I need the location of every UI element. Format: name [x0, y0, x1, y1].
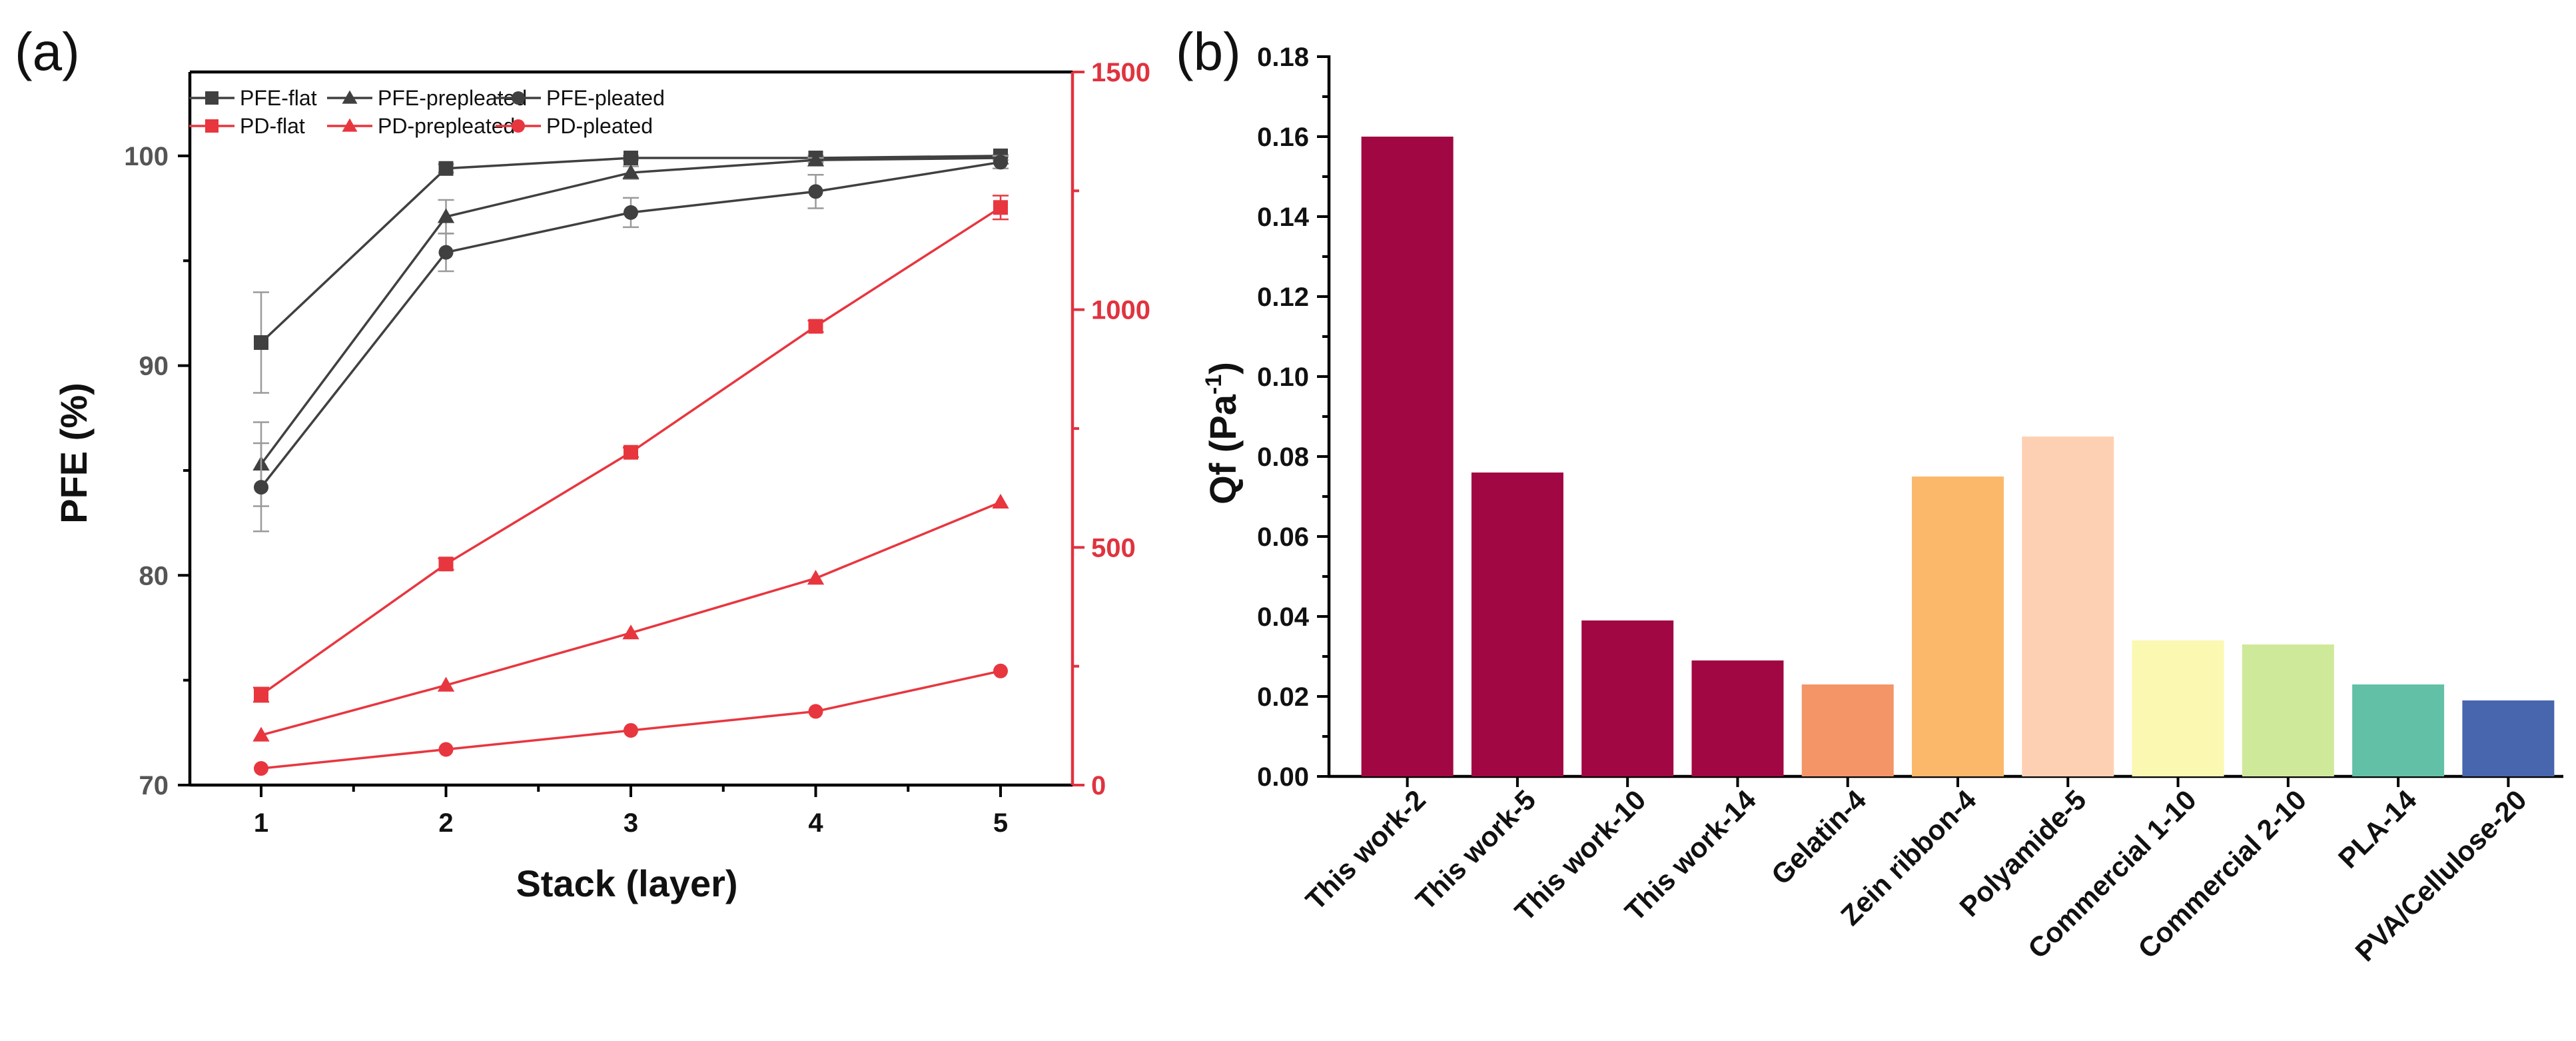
pd-pleated-point [808, 704, 823, 719]
panel-a-x-tick-label: 3 [624, 808, 638, 838]
pd-flat-point [438, 556, 454, 572]
panel-b-y-title-main: Qf (Pa [1202, 394, 1244, 505]
pfe-prepleated-point [622, 164, 640, 179]
pfe-pleated-point [993, 155, 1008, 170]
panel-a-x-tick-label: 2 [438, 808, 453, 838]
panel-b-y-axis-title: Qf (Pa-1) [1201, 362, 1244, 505]
panel-a-y-tick-label: 100 [124, 142, 169, 171]
panel-a-y2-tick-label: 0 [1091, 771, 1106, 800]
pd-flat-point [808, 319, 823, 334]
pd-prepleated-legend-marker [342, 118, 358, 132]
panel-b-y-title-sup: -1 [1201, 375, 1226, 395]
panel-a-x-tick-label: 5 [993, 808, 1008, 838]
pd-flat-legend-label: PD-flat [240, 114, 305, 138]
panel-b-y-tick-label: 0.04 [1257, 602, 1310, 632]
pfe-pleated-point [624, 205, 638, 220]
pd-prepleated-point [252, 726, 270, 742]
pfe-flat-point [438, 161, 454, 176]
bar-8 [2242, 644, 2334, 776]
bar-1 [1471, 473, 1563, 776]
panel-a-y-axis-title: PFE (%) [53, 383, 95, 524]
panel-b-y-tick-label: 0.18 [1257, 43, 1309, 72]
panel-b-y-tick-label: 0.14 [1257, 203, 1310, 232]
panel-a-x-tick-label: 1 [254, 808, 268, 838]
pd-prepleated-point [622, 624, 640, 640]
pfe-pleated-point [438, 245, 454, 260]
panel-b-label: (b) [1176, 22, 1241, 81]
pfe-pleated-legend-label: PFE-pleated [546, 86, 665, 110]
panel-a-y-tick-label: 90 [139, 352, 169, 381]
pd-flat-point [993, 200, 1008, 215]
pd-prepleated-line [260, 501, 1001, 736]
pfe-pleated-point [254, 480, 268, 495]
panel-a-x-axis-title: Stack (layer) [516, 862, 737, 904]
bar-3 [1691, 660, 1784, 776]
panel-b-y-tick-label: 0.06 [1257, 522, 1309, 552]
pfe-pleated-legend-marker [512, 91, 525, 105]
panel-b-x-tick-label: Gelatin-4 [1765, 784, 1873, 891]
panel-b-y-title-close: ) [1202, 362, 1244, 375]
panel-a-x-tick-label: 4 [808, 808, 823, 838]
panel-a: (a) PFE (%) Stack (layer) 70809010005001… [15, 22, 1150, 904]
pd-pleated-point [438, 742, 454, 757]
pd-pleated-legend-marker [512, 119, 525, 133]
pd-prepleated-point [437, 676, 455, 692]
pfe-pleated-point [808, 184, 823, 199]
pd-flat-legend-marker [205, 119, 218, 133]
bar-7 [2132, 640, 2224, 776]
pd-flat-point [624, 445, 638, 460]
pd-pleated-point [624, 722, 638, 738]
pfe-prepleated-legend-marker [342, 90, 358, 104]
pfe-prepleated-point [807, 151, 825, 167]
panel-b-y-tick-label: 0.00 [1257, 762, 1309, 792]
pfe-flat-point [624, 151, 638, 166]
bar-4 [1801, 684, 1894, 776]
pfe-flat-legend-label: PFE-flat [240, 86, 317, 110]
panel-a-y-tick-label: 80 [139, 561, 169, 590]
pfe-flat-legend-marker [205, 91, 218, 105]
pd-prepleated-point [992, 493, 1009, 509]
panel-a-y2-tick-label: 500 [1091, 533, 1136, 562]
pd-prepleated-legend-label: PD-prepleated [378, 114, 515, 138]
panel-b-y-tick-label: 0.12 [1257, 283, 1309, 312]
bar-5 [1912, 477, 2004, 776]
pd-flat-point [254, 687, 268, 702]
bar-9 [2352, 684, 2445, 776]
pd-pleated-legend-label: PD-pleated [546, 114, 653, 138]
panel-b-y-tick-label: 0.02 [1257, 682, 1309, 712]
bar-0 [1361, 137, 1454, 776]
pd-prepleated-point [807, 570, 825, 585]
bar-2 [1581, 620, 1674, 776]
pd-pleated-point [254, 761, 268, 776]
pfe-prepleated-point [437, 208, 455, 223]
pd-pleated-point [993, 663, 1008, 678]
panel-b-x-tick-label: PLA-14 [2332, 784, 2423, 874]
bar-6 [2022, 437, 2114, 776]
pfe-flat-point [254, 335, 268, 350]
bar-10 [2462, 700, 2555, 776]
panel-b-bars [1361, 137, 2555, 776]
panel-a-legend: PFE-flat PFE-prepleated PFE-pleatedPD-flat… [189, 86, 665, 138]
panel-b-y-tick-label: 0.10 [1257, 363, 1309, 392]
panel-b-y-tick-label: 0.16 [1257, 123, 1309, 152]
pd-pleated-line [260, 670, 1001, 770]
panel-a-label: (a) [15, 22, 80, 81]
panel-a-y2-tick-label: 1500 [1091, 58, 1150, 87]
panel-a-y-tick-label: 70 [139, 771, 169, 800]
panel-b: (b) Qf (Pa-1) 0.00 0.02 0.04 0.06 0.08 0.10 0.… [1176, 22, 2563, 967]
panel-a-series [252, 148, 1009, 776]
panel-b-y-tick-label: 0.08 [1257, 443, 1309, 472]
panel-a-y2-tick-label: 1000 [1091, 296, 1150, 325]
